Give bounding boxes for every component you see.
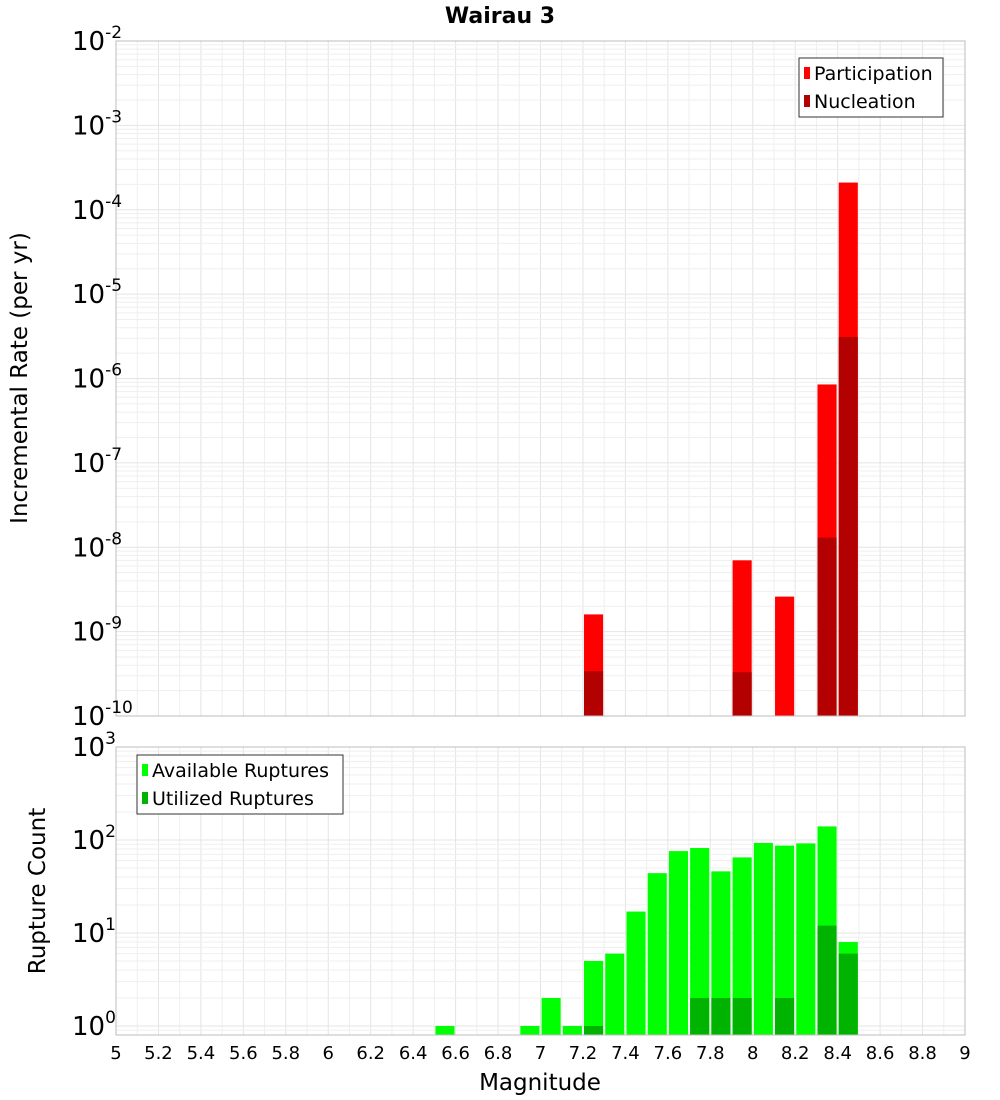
y-tick-label: 10-9 — [72, 614, 122, 648]
x-tick-label: 6.2 — [356, 1043, 385, 1064]
x-axis: 5 5.2 5.4 5.6 5.8 6 6.2 6.4 6.6 6.8 7 7.2 7.4 7.6 7.8 8… — [110, 1043, 970, 1096]
x-tick-label: 5.6 — [229, 1043, 258, 1064]
x-tick-label: 8 — [747, 1043, 758, 1064]
x-tick-label: 7.2 — [569, 1043, 598, 1064]
x-tick-label: 6.4 — [399, 1043, 428, 1064]
available-ruptures-bar — [796, 843, 816, 1035]
legends: Participation Nucleation Available Rupture… — [136, 57, 944, 815]
y-axis-label: Rupture Count — [25, 808, 51, 974]
legend-swatch — [142, 792, 148, 804]
y-axis-label: Incremental Rate (per yr) — [7, 232, 33, 524]
y-tick-label: 103 — [72, 729, 116, 763]
legend-label: Available Ruptures — [152, 760, 329, 782]
available-ruptures-bar — [732, 857, 752, 1035]
nucleation-bar — [584, 671, 604, 716]
bars — [435, 826, 858, 1035]
nucleation-bar — [838, 337, 858, 716]
x-tick-label: 8.2 — [781, 1043, 810, 1064]
legend-label: Nucleation — [814, 91, 916, 113]
x-tick-label: 5.8 — [271, 1043, 300, 1064]
top-panel: 10-10 10-9 10-8 10-7 10-6 10-5 10-4 10-3 10-2 Inc… — [7, 23, 966, 732]
legend-swatch — [142, 764, 148, 776]
x-tick-label: 7.6 — [654, 1043, 683, 1064]
available-ruptures-bar — [668, 851, 689, 1035]
available-ruptures-bar — [520, 1025, 540, 1035]
x-tick-label: 6.6 — [441, 1043, 470, 1064]
x-tick-label: 7.4 — [611, 1043, 640, 1064]
available-ruptures-bar — [775, 845, 795, 1035]
participation-bar — [775, 596, 795, 716]
utilized-ruptures-bar — [584, 1025, 604, 1035]
bottom-panel: 100 101 102 103 Rupture Count — [25, 729, 966, 1042]
y-tick-label: 10-6 — [72, 361, 122, 395]
available-ruptures-bar — [753, 842, 773, 1035]
legend-label: Participation — [814, 63, 933, 85]
x-tick-label: 8.6 — [866, 1043, 895, 1064]
x-tick-label: 7.8 — [696, 1043, 725, 1064]
y-tick-labels: 10-10 10-9 10-8 10-7 10-6 10-5 10-4 10-3 10-2 — [72, 23, 133, 732]
legend-box — [798, 57, 944, 118]
gridlines — [115, 40, 966, 717]
utilized-ruptures-bar — [817, 925, 837, 1035]
y-tick-label: 10-7 — [72, 445, 122, 479]
x-tick-label: 7 — [535, 1043, 546, 1064]
legend-box — [136, 754, 344, 815]
utilized-ruptures-bar — [711, 997, 731, 1035]
y-tick-label: 10-2 — [72, 23, 122, 57]
available-ruptures-bar — [711, 871, 731, 1035]
legend-bottom: Available Ruptures Utilized Ruptures — [136, 754, 344, 815]
y-tick-label: 102 — [72, 822, 116, 856]
nucleation-bar — [817, 537, 837, 716]
x-tick-label: 6 — [323, 1043, 334, 1064]
plot-frame — [115, 746, 966, 1036]
bars — [584, 182, 858, 716]
y-tick-label: 10-4 — [72, 192, 122, 226]
y-tick-label: 10-8 — [72, 529, 122, 563]
available-ruptures-bar — [690, 848, 710, 1035]
y-tick-label: 10-3 — [72, 107, 122, 141]
available-ruptures-bar — [647, 873, 667, 1035]
available-ruptures-bar — [605, 953, 625, 1035]
chart-title: Wairau 3 — [445, 4, 555, 29]
legend-label: Utilized Ruptures — [152, 788, 314, 810]
y-tick-labels: 100 101 102 103 — [72, 729, 116, 1042]
plot-frame — [115, 40, 966, 717]
available-ruptures-bar — [435, 1025, 455, 1035]
legend-swatch — [804, 95, 810, 107]
y-tick-label: 100 — [72, 1008, 116, 1042]
x-tick-label: 6.8 — [484, 1043, 513, 1064]
available-ruptures-bar — [626, 911, 646, 1035]
available-ruptures-bar — [584, 960, 604, 1035]
x-axis-label: Magnitude — [479, 1070, 601, 1096]
x-tick-label: 5 — [110, 1043, 121, 1064]
utilized-ruptures-bar — [732, 997, 752, 1035]
x-tick-label: 5.4 — [187, 1043, 216, 1064]
nucleation-bar — [732, 672, 752, 716]
utilized-ruptures-bar — [838, 953, 858, 1035]
available-ruptures-bar — [562, 1025, 582, 1035]
x-tick-label: 5.2 — [144, 1043, 173, 1064]
utilized-ruptures-bar — [690, 997, 710, 1035]
y-tick-label: 10-10 — [72, 698, 133, 732]
y-tick-label: 101 — [72, 915, 116, 949]
x-tick-label: 8.8 — [908, 1043, 937, 1064]
x-tick-label: 9 — [959, 1043, 970, 1064]
legend-top: Participation Nucleation — [798, 57, 944, 118]
y-tick-label: 10-5 — [72, 276, 122, 310]
utilized-ruptures-bar — [775, 997, 795, 1035]
available-ruptures-bar — [541, 997, 561, 1035]
legend-swatch — [804, 67, 810, 79]
x-tick-label: 8.4 — [823, 1043, 852, 1064]
